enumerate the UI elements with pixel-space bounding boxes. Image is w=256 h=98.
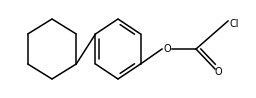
- Text: Cl: Cl: [229, 19, 239, 29]
- Text: O: O: [163, 44, 171, 54]
- Text: O: O: [214, 67, 222, 77]
